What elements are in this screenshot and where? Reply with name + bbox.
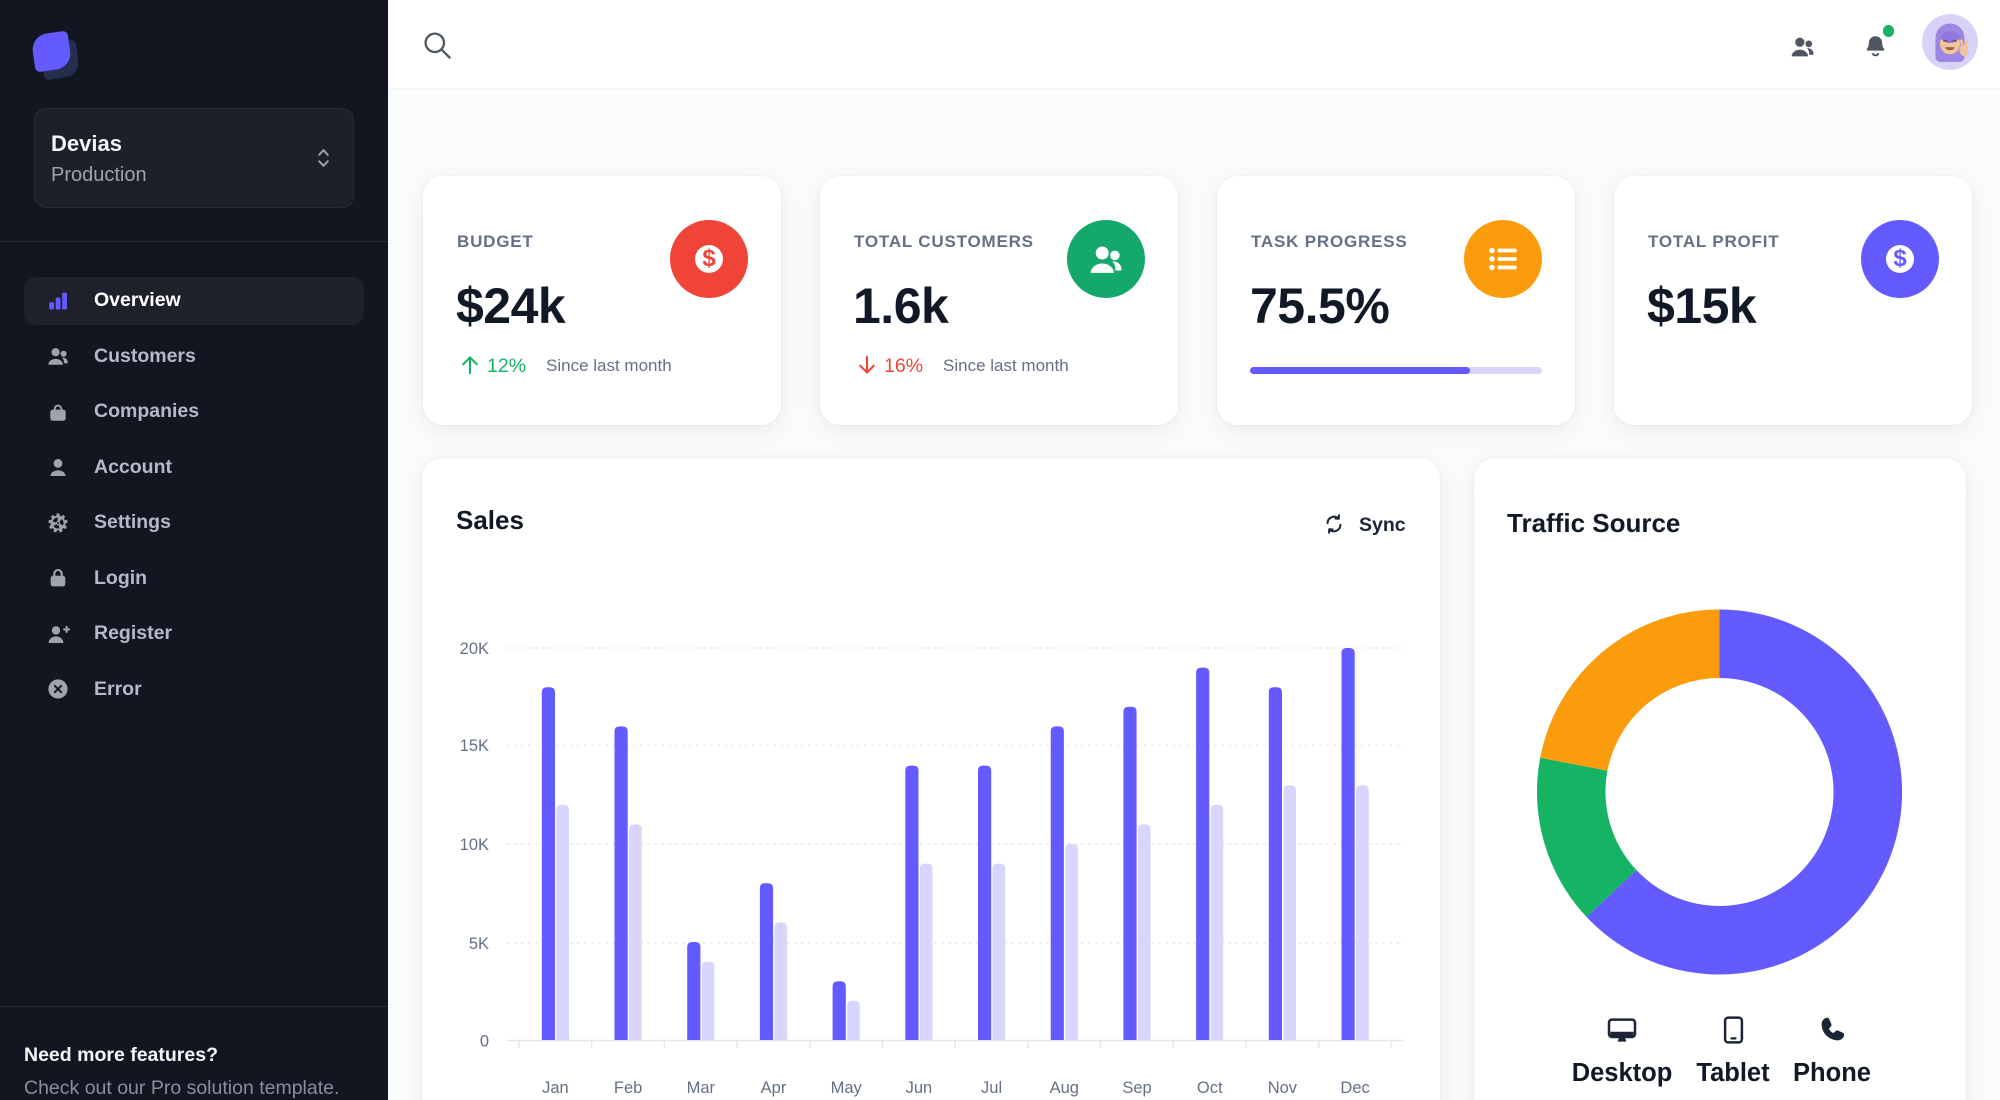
- svg-text:Aug: Aug: [1050, 1079, 1079, 1097]
- svg-text:20K: 20K: [460, 640, 489, 658]
- svg-text:Sep: Sep: [1122, 1079, 1151, 1097]
- svg-text:0: 0: [480, 1032, 489, 1050]
- svg-text:Apr: Apr: [761, 1079, 787, 1097]
- svg-text:5K: 5K: [469, 935, 489, 953]
- svg-text:Jul: Jul: [981, 1079, 1002, 1097]
- svg-text:Mar: Mar: [687, 1079, 716, 1097]
- svg-text:Oct: Oct: [1197, 1079, 1223, 1097]
- svg-text:Dec: Dec: [1340, 1079, 1369, 1097]
- svg-text:Jan: Jan: [542, 1079, 569, 1097]
- svg-text:Jun: Jun: [906, 1079, 933, 1097]
- svg-text:Nov: Nov: [1268, 1079, 1298, 1097]
- svg-text:Feb: Feb: [614, 1079, 642, 1097]
- svg-text:10K: 10K: [460, 836, 489, 854]
- svg-text:15K: 15K: [460, 737, 489, 755]
- svg-text:May: May: [831, 1079, 863, 1097]
